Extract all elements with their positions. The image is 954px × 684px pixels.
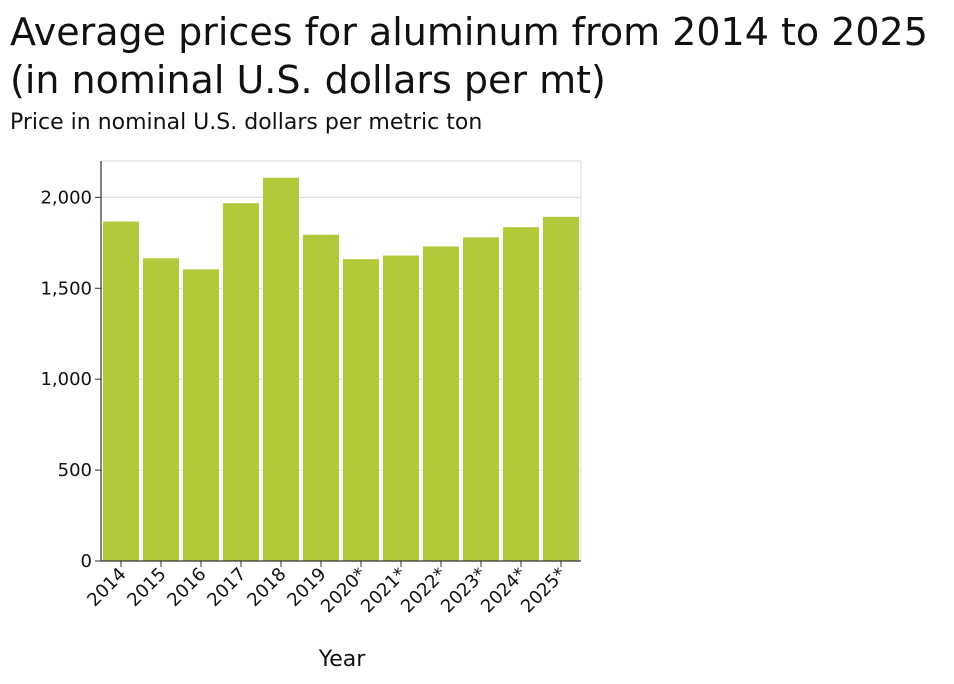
y-tick-label: 1,000 [40,369,92,390]
x-axis-label: Year [318,647,367,672]
y-ticks: 0 500 1,000 1,500 2,000 [40,187,101,572]
bar-2024 [503,227,539,561]
y-tick-label: 1,500 [40,278,92,299]
x-ticks: 2014201520162017201820192020*2021*2022*2… [83,561,571,618]
chart-title: Average prices for aluminum from 2014 to… [10,10,928,102]
x-tick-label: 2016 [163,564,210,611]
y-axis-label: Price in nominal U.S. dollars per metric… [10,110,483,135]
bar-2018 [263,177,299,561]
x-tick-label: 2018 [243,564,290,611]
bar-2023 [463,237,499,561]
bar-2022 [423,246,459,562]
x-tick-label: 2017 [203,564,250,611]
axes [100,161,581,562]
bar-2020 [343,259,379,561]
bar-2016 [183,269,219,561]
y-tick-label: 2,000 [40,187,92,208]
bar-2014 [103,221,139,561]
bar-2019 [303,234,339,561]
bar-2017 [223,203,259,561]
y-tick-label: 500 [58,460,92,481]
bar-2025 [543,216,579,561]
y-tick-label: 0 [81,551,92,572]
bar-2021 [383,255,419,561]
x-tick-label: 2015 [123,564,170,611]
bars [103,177,579,562]
gridlines [101,160,582,561]
bar-2015 [143,258,179,561]
x-tick-label: 2025* [517,564,571,618]
